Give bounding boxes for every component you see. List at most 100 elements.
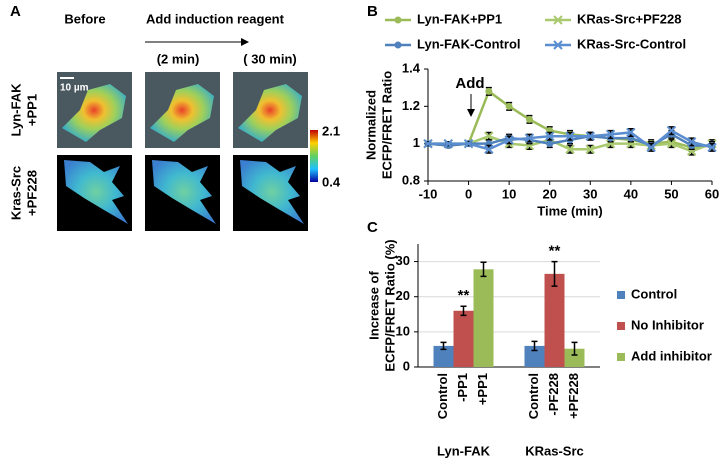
point	[565, 144, 575, 154]
cell	[62, 84, 126, 142]
y-axis-label-line: Normalized	[363, 90, 378, 160]
point	[666, 138, 677, 149]
significance: **	[458, 287, 470, 304]
cell	[238, 84, 302, 142]
row-label: Lyn-FAK +PP1	[8, 83, 39, 137]
significance: **	[549, 243, 561, 260]
y-tick-label: 20	[396, 288, 410, 303]
y-tick-label: 1.2	[402, 98, 420, 113]
cell	[240, 160, 304, 224]
bar-label: Control	[526, 373, 541, 419]
point	[524, 133, 535, 143]
x-tick-label: 30	[583, 186, 597, 201]
error-bar	[571, 341, 578, 356]
legend-swatch	[617, 291, 625, 299]
scale-bar-label: 10 µm	[60, 83, 89, 94]
colorbar-label: 2.1	[322, 123, 340, 138]
bar	[564, 348, 585, 367]
legend-marker	[394, 16, 402, 24]
row-label-line: +PF228	[24, 170, 39, 216]
group-label: Lyn-FAK	[437, 443, 491, 458]
y-tick-label: 1	[413, 135, 420, 150]
x-tick-label: 50	[664, 186, 678, 201]
column-header: Add induction reagent	[146, 11, 285, 26]
y-tick-label: 0	[403, 358, 410, 373]
error-bar	[531, 340, 538, 352]
legend-swatch	[617, 322, 625, 330]
y-tick-label: 30	[396, 253, 410, 268]
error-bar	[551, 260, 558, 287]
bar-label: -PP1	[455, 373, 470, 402]
point	[666, 125, 677, 136]
bar-label: +PP1	[475, 373, 490, 405]
group-label: KRas-Src	[525, 443, 584, 458]
image-row	[57, 155, 308, 231]
y-axis-label-line: Increase of	[366, 271, 381, 340]
legend-marker	[394, 41, 402, 49]
point	[605, 138, 616, 149]
time-label: (2 min)	[157, 51, 200, 66]
point	[545, 131, 555, 141]
point	[585, 144, 595, 154]
row-label: Kras-Src +PF228	[8, 166, 39, 220]
error-bar	[460, 305, 467, 317]
point	[524, 140, 535, 151]
y-tick-label: 10	[396, 323, 410, 338]
point	[585, 131, 595, 141]
error-bar	[480, 261, 487, 278]
point	[605, 129, 616, 140]
point	[484, 131, 494, 141]
image-row: 10 µm	[57, 72, 308, 148]
legend-label: Add inhibitor	[631, 348, 712, 363]
point	[443, 138, 453, 149]
x-tick-label: 0	[465, 186, 472, 201]
bar	[544, 273, 565, 367]
bar	[433, 345, 454, 367]
row-label-line: Kras-Src	[8, 166, 23, 220]
cell	[64, 160, 128, 224]
y-tick-label: 1.4	[402, 60, 421, 75]
row-label-line: +PP1	[24, 94, 39, 126]
x-tick-label: 60	[705, 186, 719, 201]
panel-label: A	[10, 3, 21, 20]
line-chart: B 0.8 1 1.2 1.4 -10 0 10 20 30 40 50 60 Time (min) Nor…	[363, 3, 719, 218]
point	[484, 144, 494, 154]
y-tick-label: 0.8	[402, 172, 420, 187]
error-bar	[440, 341, 447, 351]
point	[423, 138, 433, 149]
x-axis-label: Time (min)	[537, 203, 603, 218]
point	[707, 142, 717, 153]
legend-swatch	[617, 353, 625, 361]
x-tick-label: 40	[624, 186, 638, 201]
bar	[473, 269, 494, 367]
point	[565, 131, 575, 141]
legend-marker	[553, 15, 563, 25]
time-label: ( 30 min)	[243, 51, 296, 66]
legend-label: Lyn-FAK+PP1	[417, 11, 502, 26]
point	[525, 115, 533, 123]
point	[505, 102, 513, 110]
point	[463, 138, 474, 149]
point	[646, 142, 656, 153]
legend-label: Control	[631, 286, 677, 301]
bar-label: +PF228	[566, 373, 581, 419]
point	[687, 146, 697, 156]
y-axis-label: Normalized ECFP/FRET Ratio	[363, 71, 394, 179]
row-label-line: Lyn-FAK	[8, 83, 23, 137]
legend-label: KRas-Src+PF228	[577, 11, 681, 26]
y-axis-label-line: ECFP/FRET Ratio	[379, 71, 394, 179]
annotation: Add	[455, 75, 484, 92]
bar-label: Control	[435, 373, 450, 419]
legend-label: No Inhibitor	[631, 317, 704, 332]
legend-marker	[553, 40, 563, 50]
colorbar-label: 0.4	[322, 174, 341, 189]
point	[485, 87, 493, 95]
bar	[453, 310, 474, 367]
x-tick-label: -10	[419, 186, 438, 201]
cell	[152, 160, 216, 224]
x-tick-label: 20	[542, 186, 556, 201]
bar	[524, 345, 545, 367]
colorbar	[310, 130, 318, 182]
